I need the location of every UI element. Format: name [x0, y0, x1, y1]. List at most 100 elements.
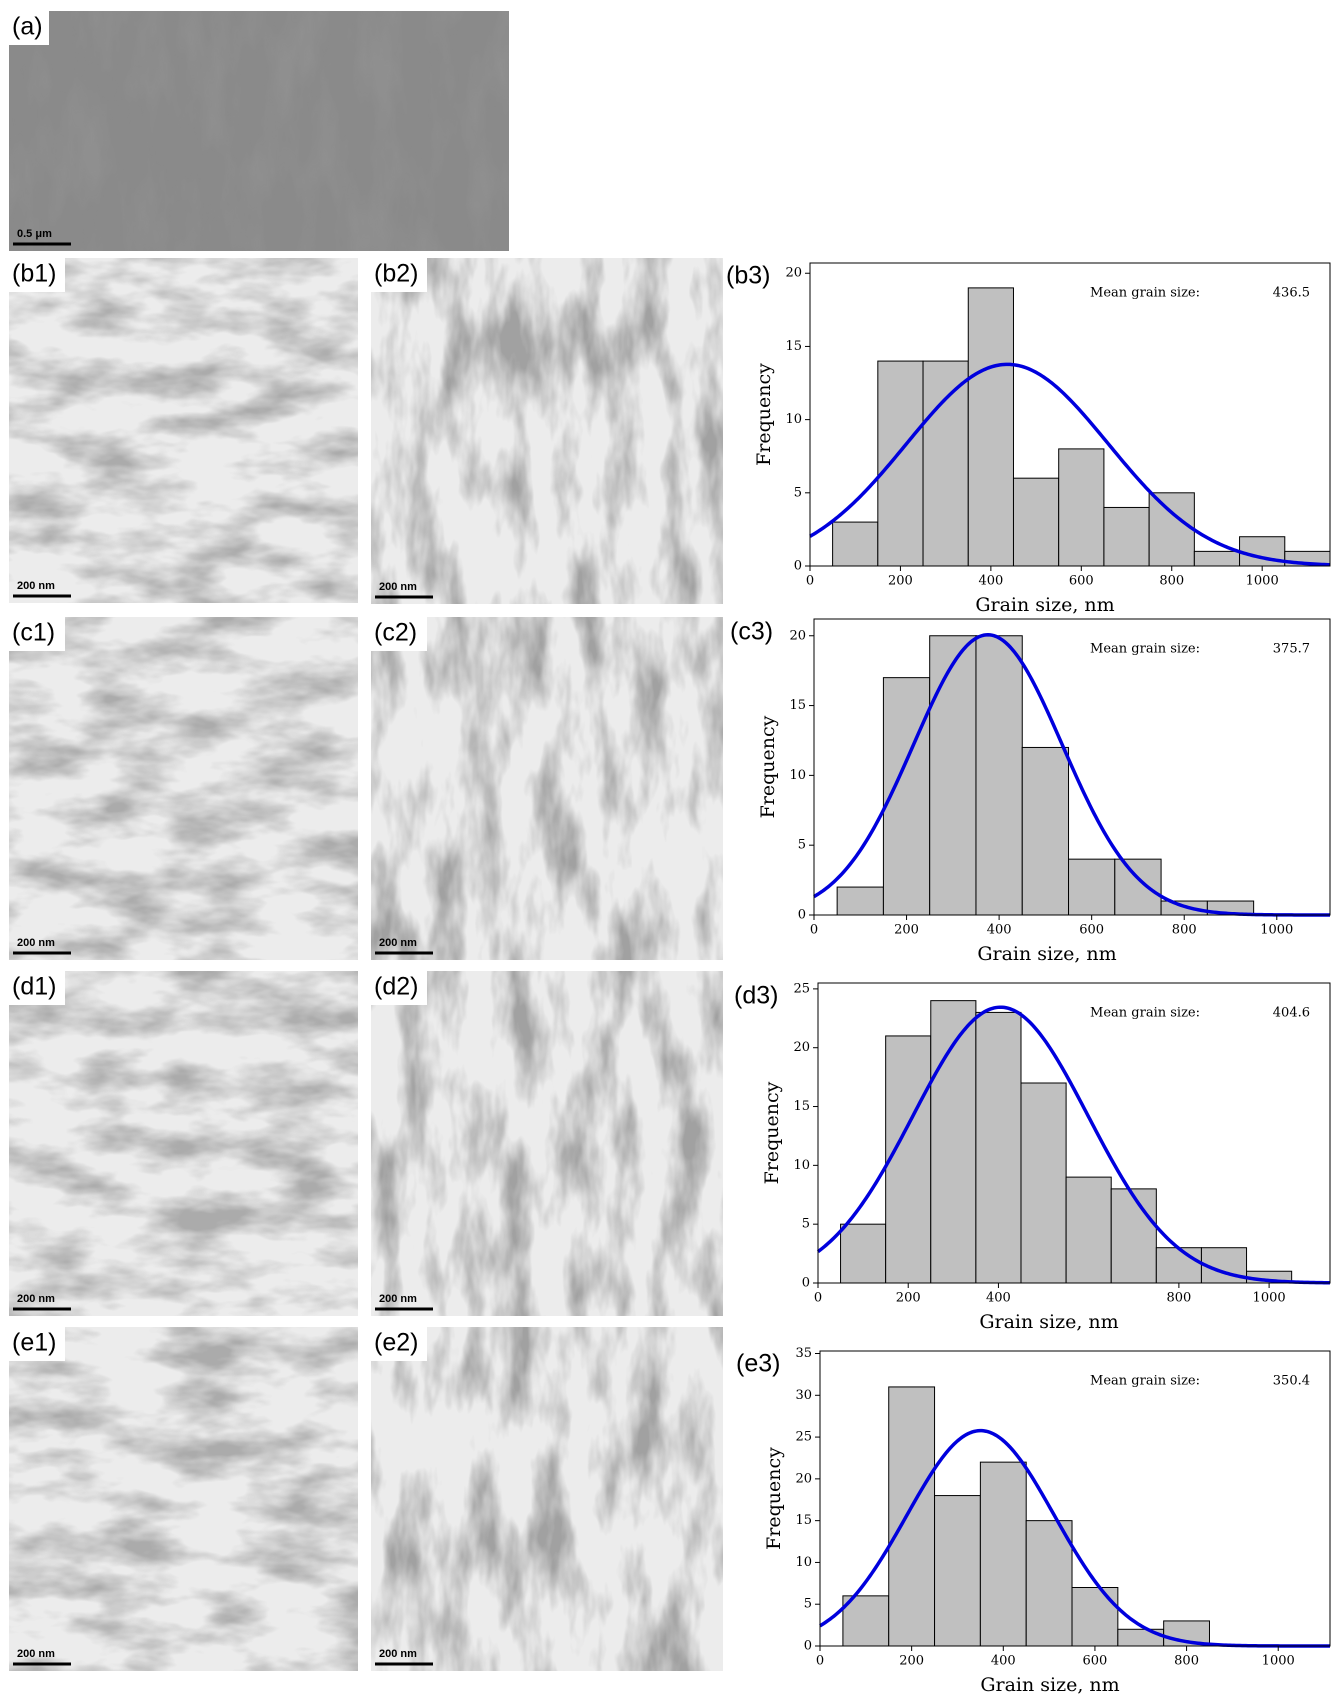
scale-bar-label: 200 nm [17, 1293, 55, 1305]
bar [1071, 1587, 1119, 1647]
panel-label: (e1) [12, 1329, 56, 1357]
x-axis-label: Grain size, nm [980, 1674, 1119, 1696]
mean-value: 404.6 [1273, 1006, 1310, 1021]
label-bg [371, 617, 427, 651]
y-tick-label: 0 [794, 559, 802, 574]
scale-bar-label: 200 nm [379, 1293, 417, 1305]
x-tick-label: 600 [1079, 923, 1104, 938]
x-tick-label: 600 [1083, 1654, 1108, 1669]
micrograph-texture [9, 617, 358, 960]
panel-label: (d3) [734, 982, 778, 1010]
y-tick-label: 25 [795, 1430, 812, 1445]
mean-value: 350.4 [1273, 1374, 1310, 1389]
x-tick-label: 0 [810, 923, 818, 938]
bar [1148, 492, 1195, 567]
panel-label: (d1) [12, 973, 56, 1001]
label-bg [9, 971, 65, 1005]
bar [922, 360, 969, 567]
micrograph-texture [371, 971, 723, 1316]
scale-bar-label: 0.5 μm [17, 228, 52, 240]
y-tick-label: 5 [802, 1217, 810, 1232]
scale-bar-label: 200 nm [17, 580, 55, 592]
y-tick-label: 5 [794, 485, 802, 500]
y-tick-label: 10 [785, 412, 802, 427]
bar [975, 635, 1023, 916]
y-tick-label: 15 [785, 339, 802, 354]
fit-curve [813, 633, 1331, 917]
panel-label: (c1) [12, 619, 55, 647]
plot-frame [819, 1350, 1331, 1647]
panel-label: (c2) [374, 619, 417, 647]
y-tick-label: 10 [793, 1158, 810, 1173]
x-tick-label: 1000 [1253, 1291, 1286, 1306]
x-tick-label: 400 [978, 574, 1003, 589]
x-tick-label: 1000 [1246, 574, 1279, 589]
scale-bar-label: 200 nm [379, 1648, 417, 1660]
bar [1025, 1520, 1073, 1647]
x-tick-label: 0 [806, 574, 814, 589]
bar [929, 635, 977, 916]
y-tick-label: 5 [798, 838, 806, 853]
fit-curve [809, 362, 1331, 567]
x-tick-label: 1000 [1262, 1654, 1295, 1669]
bar [877, 360, 924, 567]
panel-label: (b3) [726, 262, 770, 290]
panel-label: (b1) [12, 260, 56, 288]
x-axis-label: Grain size, nm [979, 1311, 1118, 1333]
annotation: Mean grain size: [1090, 1374, 1200, 1389]
mean-value: 375.7 [1273, 642, 1310, 657]
label-bg [9, 617, 65, 651]
y-tick-label: 20 [793, 1040, 810, 1055]
y-tick-label: 15 [795, 1513, 812, 1528]
y-axis-label: Frequency [753, 363, 775, 466]
bar [967, 287, 1014, 567]
micrograph-texture [371, 258, 723, 604]
y-tick-label: 35 [795, 1346, 812, 1361]
bar [1110, 1188, 1157, 1284]
annotation: Mean grain size: [1090, 286, 1200, 301]
x-tick-label: 400 [991, 1654, 1016, 1669]
bar [1065, 1176, 1112, 1284]
bar [1114, 858, 1162, 916]
x-tick-label: 400 [986, 1291, 1011, 1306]
bar [1020, 1082, 1067, 1284]
bar [1103, 506, 1150, 567]
micrograph-texture [9, 1327, 358, 1671]
panel-label: (b2) [374, 260, 418, 288]
panel-label: (d2) [374, 973, 418, 1001]
y-tick-label: 10 [789, 768, 806, 783]
label-bg [371, 971, 427, 1005]
x-tick-label: 600 [1069, 574, 1094, 589]
y-tick-label: 15 [793, 1099, 810, 1114]
bar [1058, 448, 1105, 567]
label-bg [371, 1327, 427, 1361]
x-tick-label: 800 [1159, 574, 1184, 589]
y-tick-label: 15 [789, 698, 806, 713]
scale-bar-label: 200 nm [17, 937, 55, 949]
scale-bar-label: 200 nm [379, 937, 417, 949]
x-tick-label: 0 [814, 1291, 822, 1306]
y-tick-label: 30 [795, 1388, 812, 1403]
bar [1021, 746, 1070, 916]
bar [930, 1000, 977, 1284]
x-tick-label: 800 [1172, 923, 1197, 938]
x-tick-label: 800 [1166, 1291, 1191, 1306]
y-tick-label: 20 [789, 628, 806, 643]
bar [840, 1223, 887, 1284]
y-tick-label: 0 [798, 908, 806, 923]
y-tick-label: 25 [793, 981, 810, 996]
panel-label: (a) [12, 13, 43, 41]
label-bg [9, 1327, 65, 1361]
label-bg [371, 258, 427, 292]
bar [1155, 1247, 1202, 1284]
fit-curve [816, 1005, 1331, 1285]
scale-bar-label: 200 nm [17, 1648, 55, 1660]
x-tick-label: 200 [899, 1654, 924, 1669]
x-tick-label: 800 [1174, 1654, 1199, 1669]
micrograph-texture [9, 971, 358, 1316]
mean-value: 436.5 [1273, 286, 1310, 301]
plot-frame [813, 618, 1331, 916]
bar [979, 1461, 1027, 1647]
plot-frame [809, 262, 1331, 567]
